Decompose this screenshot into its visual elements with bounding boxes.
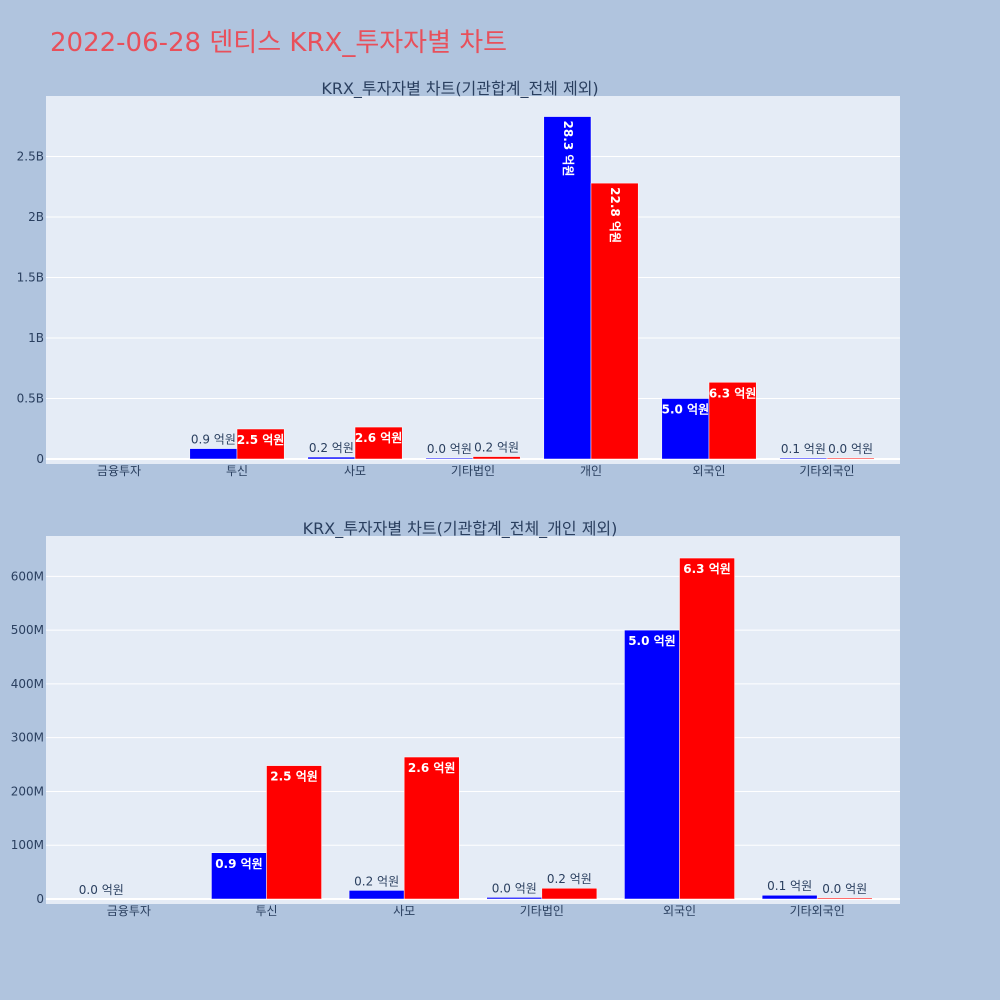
y-tick-label: 0 xyxy=(36,892,44,906)
data-label: 5.0 억원 xyxy=(662,403,710,417)
data-label: 28.3 억원 xyxy=(561,121,575,177)
chart-bottom: KRX_투자자별 차트(기관합계_전체_개인 제외) 0 100M 200M 300M 4… xyxy=(11,519,900,918)
data-label: 0.2 억원 xyxy=(309,441,354,455)
data-label: 0.0 억원 xyxy=(427,442,472,456)
bar-sell xyxy=(354,426,403,460)
chart-subtitle: KRX_투자자별 차트(기관합계_전체 제외) xyxy=(321,79,598,99)
bar-sell xyxy=(816,897,873,900)
x-tick-label: 금융투자 xyxy=(107,904,151,918)
data-label: 0.9 억원 xyxy=(215,857,263,871)
y-tick-label: 300M xyxy=(11,731,44,745)
data-label: 0.9 억원 xyxy=(191,433,236,447)
bar-buy xyxy=(189,448,238,460)
data-label: 0.2 억원 xyxy=(354,874,399,888)
data-label: 6.3 억원 xyxy=(709,386,757,400)
data-label: 2.6 억원 xyxy=(408,761,456,775)
x-tick-label: 기타법인 xyxy=(520,904,564,918)
bar-buy xyxy=(425,457,474,460)
data-label: 0.2 억원 xyxy=(474,441,519,455)
y-tick-label: 1B xyxy=(28,331,44,345)
data-label: 2.5 억원 xyxy=(270,770,318,784)
bar-sell xyxy=(236,428,285,460)
bar-sell xyxy=(266,765,322,900)
data-label: 2.6 억원 xyxy=(355,431,403,445)
bar-buy xyxy=(624,629,680,900)
y-tick-label: 400M xyxy=(11,677,44,691)
x-tick-label: 투신 xyxy=(226,464,248,478)
data-label: 5.0 억원 xyxy=(628,634,676,648)
bar-sell xyxy=(679,557,735,900)
x-tick-label: 사모 xyxy=(393,904,415,918)
bar-buy xyxy=(761,894,818,900)
plot-area xyxy=(46,536,900,904)
x-tick-label: 기타외국인 xyxy=(799,464,854,478)
page-title: 2022-06-28 덴티스 KRX_투자자별 차트 xyxy=(50,28,508,58)
x-tick-label: 기타법인 xyxy=(451,464,495,478)
chart-subtitle: KRX_투자자별 차트(기관합계_전체_개인 제외) xyxy=(303,519,618,539)
data-label: 0.1 억원 xyxy=(767,879,812,893)
y-tick-label: 600M xyxy=(11,569,44,583)
x-tick-label: 투신 xyxy=(255,904,277,918)
bar-buy xyxy=(486,897,543,900)
data-label: 2.5 억원 xyxy=(237,433,285,447)
x-tick-label: 개인 xyxy=(580,464,602,478)
data-label: 0.0 억원 xyxy=(492,881,537,895)
y-tick-label: 500M xyxy=(11,623,44,637)
x-tick-label: 금융투자 xyxy=(97,464,141,478)
y-tick-label: 1.5B xyxy=(17,271,44,285)
y-tick-label: 2B xyxy=(28,210,44,224)
bar-sell xyxy=(472,456,521,460)
x-tick-label: 외국인 xyxy=(663,904,696,918)
x-tick-label: 외국인 xyxy=(692,464,725,478)
y-tick-label: 0 xyxy=(36,452,44,466)
bar-buy xyxy=(211,852,267,900)
data-label: 0.2 억원 xyxy=(547,872,592,886)
y-tick-label: 2.5B xyxy=(17,150,44,164)
bar-buy xyxy=(307,456,356,460)
bar-buy xyxy=(661,398,710,460)
bar-buy xyxy=(543,116,592,460)
bar-buy xyxy=(348,890,405,900)
y-tick-label: 100M xyxy=(11,838,44,852)
data-label: 0.1 억원 xyxy=(781,442,826,456)
data-label: 0.0 억원 xyxy=(79,883,124,897)
x-tick-label: 기타외국인 xyxy=(790,904,845,918)
bar-sell xyxy=(541,887,598,900)
bar-sell xyxy=(403,756,460,900)
bar-sell xyxy=(708,382,757,460)
y-tick-label: 0.5B xyxy=(17,392,44,406)
x-tick-label: 사모 xyxy=(344,464,366,478)
data-label: 0.0 억원 xyxy=(822,882,867,896)
data-label: 22.8 억원 xyxy=(608,187,622,243)
bar-sell xyxy=(590,182,639,460)
y-tick-label: 200M xyxy=(11,784,44,798)
data-label: 6.3 억원 xyxy=(683,562,731,576)
data-label: 0.0 억원 xyxy=(828,442,873,456)
plot-area xyxy=(46,96,900,464)
bar-sell xyxy=(826,457,875,460)
bar-buy xyxy=(779,457,828,460)
chart-top: KRX_투자자별 차트(기관합계_전체 제외) 0 0.5B 1B 1.5B 2B 2.5B… xyxy=(17,79,900,478)
